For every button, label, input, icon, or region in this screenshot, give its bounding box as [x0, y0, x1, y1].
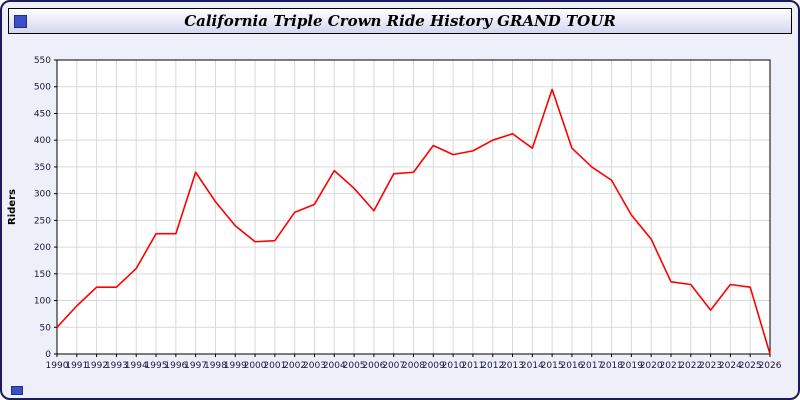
x-tick-label: 2000 — [244, 361, 267, 371]
x-tick-label: 1996 — [164, 361, 187, 371]
x-tick-label: 2017 — [580, 361, 603, 371]
x-tick-label: 2003 — [303, 361, 326, 371]
y-tick-label: 550 — [34, 56, 51, 66]
x-tick-label: 2024 — [719, 361, 742, 371]
y-tick-label: 450 — [34, 109, 51, 119]
x-tick-label: 2012 — [481, 361, 504, 371]
y-tick-label: 0 — [45, 350, 51, 360]
x-tick-label: 2007 — [382, 361, 405, 371]
ride-history-line-chart: 0501001502002503003504004505005501990199… — [7, 56, 782, 371]
x-tick-label: 1998 — [204, 361, 227, 371]
x-tick-label: 1995 — [145, 361, 168, 371]
x-tick-label: 1992 — [85, 361, 108, 371]
x-tick-label: 2015 — [541, 361, 564, 371]
x-tick-label: 1990 — [46, 361, 69, 371]
y-tick-label: 150 — [34, 270, 51, 280]
x-tick-label: 2010 — [442, 361, 465, 371]
x-tick-label: 2025 — [739, 361, 762, 371]
title-bar: California Triple Crown Ride History GRA… — [8, 8, 792, 34]
window-corner-icon-bottom — [11, 386, 23, 395]
window-corner-icon — [14, 15, 27, 28]
x-tick-label: 2004 — [323, 361, 346, 371]
y-tick-label: 300 — [34, 190, 51, 200]
x-tick-label: 2026 — [759, 361, 782, 371]
x-tick-label: 2023 — [699, 361, 722, 371]
chart-title: California Triple Crown Ride History GRA… — [184, 12, 616, 30]
x-tick-label: 2019 — [620, 361, 643, 371]
y-tick-label: 200 — [34, 243, 51, 253]
x-tick-label: 1993 — [105, 361, 128, 371]
x-tick-label: 2009 — [422, 361, 445, 371]
x-tick-label: 2001 — [263, 361, 286, 371]
x-tick-label: 2022 — [679, 361, 702, 371]
x-tick-label: 2016 — [560, 361, 583, 371]
y-tick-label: 500 — [34, 83, 51, 93]
x-tick-label: 2018 — [600, 361, 623, 371]
x-tick-label: 2011 — [461, 361, 484, 371]
x-tick-label: 2013 — [501, 361, 524, 371]
x-tick-label: 2002 — [283, 361, 306, 371]
y-tick-label: 400 — [34, 136, 51, 146]
x-tick-label: 2008 — [402, 361, 425, 371]
x-tick-label: 2005 — [343, 361, 366, 371]
y-tick-label: 100 — [34, 297, 51, 307]
x-tick-label: 1994 — [125, 361, 148, 371]
y-tick-label: 50 — [40, 323, 52, 333]
y-tick-label: 250 — [34, 216, 51, 226]
series-line-riders — [56, 88, 771, 355]
x-tick-label: 1999 — [224, 361, 247, 371]
x-tick-label: 2014 — [521, 361, 544, 371]
x-tick-label: 1997 — [184, 361, 207, 371]
x-tick-label: 2021 — [660, 361, 683, 371]
y-tick-label: 350 — [34, 163, 51, 173]
x-tick-label: 2006 — [362, 361, 385, 371]
x-tick-label: 2020 — [640, 361, 663, 371]
x-tick-label: 1991 — [65, 361, 88, 371]
y-axis-label: Riders — [7, 189, 18, 225]
